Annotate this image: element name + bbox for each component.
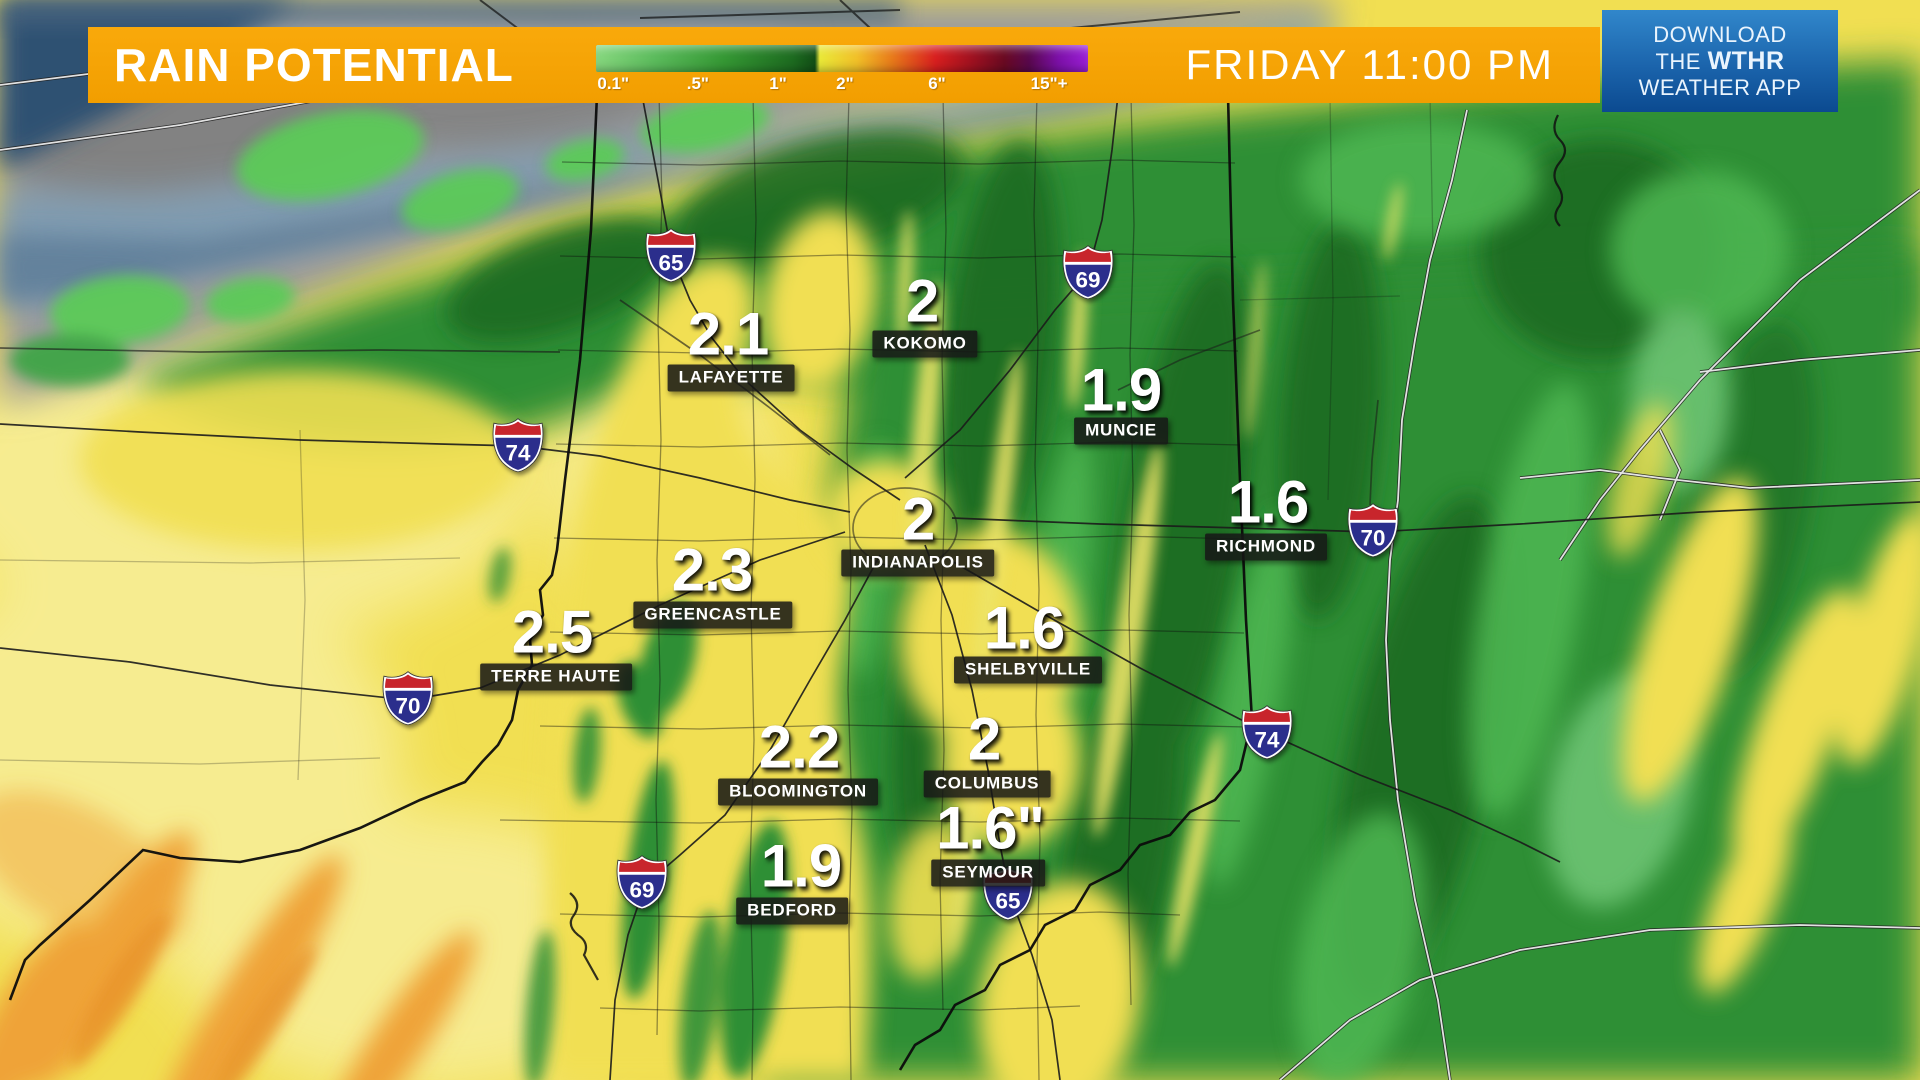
city-label-seymour: SEYMOUR bbox=[931, 859, 1045, 887]
legend-tick: .5" bbox=[686, 74, 709, 93]
interstate-shield-74: 74 bbox=[1239, 704, 1295, 760]
city-label-terre-haute: TERRE HAUTE bbox=[480, 663, 632, 691]
rain-value-shelbyville: 1.6 bbox=[983, 594, 1065, 662]
header-banner: RAIN POTENTIAL 0.1" .5" 1" 2" 6" 15"+ FRIDAY … bbox=[88, 27, 1600, 103]
svg-text:69: 69 bbox=[630, 878, 655, 903]
interstate-shield-74: 74 bbox=[490, 417, 546, 473]
rain-value-bloomington: 2.2 bbox=[758, 713, 840, 781]
interstate-shield-70: 70 bbox=[380, 670, 436, 726]
rain-value-terre-haute: 2.5 bbox=[511, 598, 593, 666]
promo-line-3: WEATHER APP bbox=[1638, 74, 1802, 100]
timestamp: FRIDAY 11:00 PM bbox=[1185, 41, 1554, 88]
legend-tick-row: 0.1" .5" 1" 2" 6" 15"+ bbox=[596, 74, 1088, 98]
promo-line-1: DOWNLOAD bbox=[1653, 21, 1787, 47]
rain-value-richmond: 1.6 bbox=[1227, 468, 1309, 536]
promo-line-2: THE WTHR bbox=[1655, 46, 1785, 75]
state-borders bbox=[8, 0, 1254, 1071]
city-label-columbus: COLUMBUS bbox=[923, 770, 1051, 798]
svg-text:74: 74 bbox=[506, 441, 531, 466]
rain-value-muncie: 1.9 bbox=[1080, 356, 1162, 424]
rain-value-lafayette: 2.1 bbox=[687, 300, 769, 368]
legend-tick: 15"+ bbox=[1030, 74, 1068, 93]
legend-tick: 2" bbox=[836, 74, 854, 93]
city-label-kokomo: KOKOMO bbox=[872, 330, 978, 358]
svg-text:69: 69 bbox=[1076, 268, 1101, 293]
city-label-richmond: RICHMOND bbox=[1205, 533, 1327, 561]
legend-tick: 0.1" bbox=[597, 74, 630, 93]
svg-text:65: 65 bbox=[659, 251, 684, 276]
rain-value-kokomo: 2 bbox=[905, 267, 939, 335]
city-label-shelbyville: SHELBYVILLE bbox=[954, 656, 1102, 684]
wthr-app-promo: DOWNLOAD THE WTHR WEATHER APP bbox=[1602, 10, 1838, 112]
rain-value-columbus: 2 bbox=[967, 705, 1001, 773]
city-label-lafayette: LAFAYETTE bbox=[667, 364, 795, 392]
city-label-muncie: MUNCIE bbox=[1074, 417, 1168, 445]
svg-text:65: 65 bbox=[996, 889, 1021, 914]
city-label-greencastle: GREENCASTLE bbox=[633, 601, 793, 629]
interstate-shield-65: 65 bbox=[643, 227, 699, 283]
rain-value-indianapolis: 2 bbox=[901, 485, 935, 553]
rain-value-greencastle: 2.3 bbox=[671, 536, 753, 604]
page-title: RAIN POTENTIAL bbox=[114, 39, 514, 91]
city-label-bedford: BEDFORD bbox=[736, 897, 848, 925]
legend-gradient-bar bbox=[596, 45, 1088, 72]
legend-tick: 1" bbox=[769, 74, 787, 93]
svg-text:74: 74 bbox=[1255, 728, 1280, 753]
wthr-wordmark: WTHR bbox=[1707, 46, 1785, 75]
interstate-shield-70: 70 bbox=[1345, 502, 1401, 558]
interstate-shield-69: 69 bbox=[614, 854, 670, 910]
rain-scale-legend: 0.1" .5" 1" 2" 6" 15"+ bbox=[596, 27, 1088, 103]
rain-value-seymour: 1.6" bbox=[936, 794, 1045, 862]
interstate-shield-69: 69 bbox=[1060, 244, 1116, 300]
city-label-bloomington: BLOOMINGTON bbox=[718, 778, 878, 806]
city-label-indianapolis: INDIANAPOLIS bbox=[841, 549, 995, 577]
legend-tick: 6" bbox=[928, 74, 946, 93]
svg-text:70: 70 bbox=[1361, 526, 1386, 551]
svg-text:70: 70 bbox=[396, 694, 421, 719]
rain-value-bedford: 1.9 bbox=[760, 832, 842, 900]
